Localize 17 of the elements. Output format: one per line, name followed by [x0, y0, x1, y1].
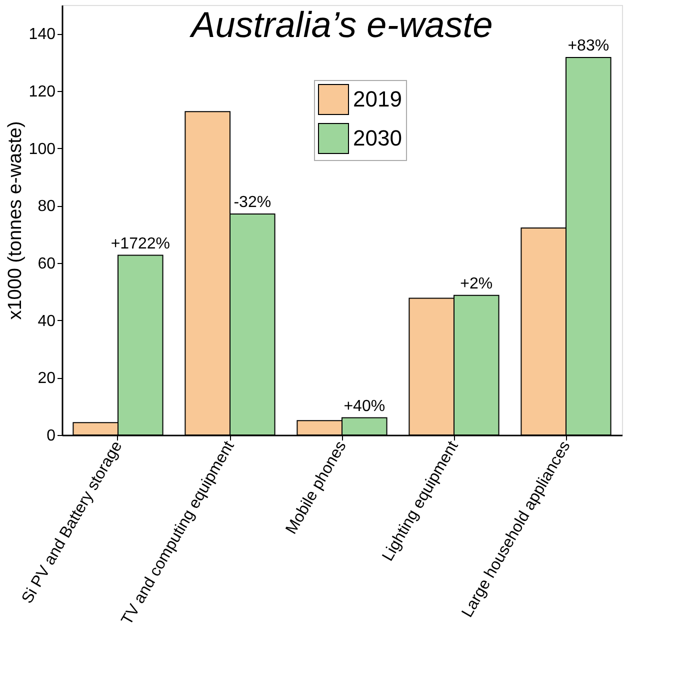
y-tick-label: 0	[46, 428, 56, 444]
y-tick-label: 20	[38, 370, 56, 388]
annotation: +40%	[344, 398, 386, 415]
y-tick-label: 40	[38, 312, 56, 330]
annotation: +1722%	[110, 235, 170, 252]
annotation: -32%	[234, 194, 272, 211]
legend-label: 2019	[353, 86, 402, 112]
chart-title: Australia’s e-waste	[189, 4, 493, 45]
y-tick-label: 100	[28, 140, 56, 158]
y-tick-label: 80	[38, 198, 56, 216]
y-tick-label: 120	[28, 84, 56, 100]
y-tick-label: 140	[28, 26, 56, 44]
y-tick-label: 60	[38, 256, 56, 272]
annotation: +83%	[568, 37, 610, 54]
y-axis-title: x1000 (tonnes e-waste)	[4, 121, 26, 320]
legend-label: 2030	[353, 126, 402, 150]
annotation: +2%	[460, 275, 493, 292]
